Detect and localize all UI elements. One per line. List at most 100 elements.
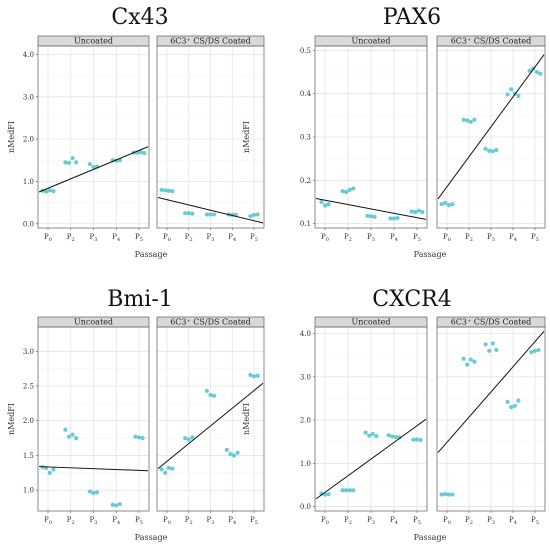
x-tick-label: P5 (413, 516, 421, 526)
data-point (142, 150, 147, 156)
x-tick-label: P0 (44, 516, 52, 526)
x-tick-label: P4 (228, 516, 236, 526)
data-point (114, 503, 119, 508)
x-tick-label: P0 (321, 516, 329, 526)
data-point (505, 399, 510, 404)
x-tick-label: P4 (390, 516, 398, 526)
data-point (461, 117, 466, 122)
data-point (391, 216, 397, 221)
y-tick-label: 3.0 (300, 373, 311, 381)
data-point (494, 347, 499, 353)
data-point (159, 467, 164, 472)
data-point (110, 502, 115, 507)
facet-panel: 6C3⁺ CS/DS Coated P0 P2 P3 P4 P5 (156, 316, 265, 526)
chart-title: PAX6 (383, 5, 441, 30)
y-tick-label: 2.0 (23, 417, 34, 425)
data-point (363, 430, 368, 435)
facet-panel: Uncoated P0 P2 P3 P4 P5 (37, 35, 150, 243)
data-point (70, 432, 75, 437)
data-point (505, 92, 510, 97)
data-point (487, 148, 492, 153)
regression-line (38, 146, 149, 193)
y-tick-label: 3.0 (23, 93, 34, 101)
y-tick-label: 0.2 (300, 177, 311, 185)
data-point (183, 435, 188, 441)
data-point (390, 434, 395, 439)
x-axis-label: Passage (135, 250, 168, 259)
facet-strip-label: Uncoated (351, 318, 390, 327)
data-point (74, 160, 79, 165)
data-point (166, 465, 171, 471)
data-point (63, 427, 68, 432)
data-point (166, 188, 171, 193)
data-point (413, 209, 418, 215)
data-point (365, 213, 370, 218)
data-point (344, 189, 349, 195)
x-axis-label: Passage (135, 533, 168, 542)
data-point (347, 488, 352, 493)
x-tick-label: P3 (487, 233, 495, 243)
y-axis-label: nMedFI (242, 121, 251, 153)
y-tick-label: 0.5 (300, 47, 311, 55)
x-axis-label: Passage (414, 250, 447, 259)
x-tick-label: P0 (163, 233, 171, 243)
data-point (170, 189, 175, 194)
chart-3: CXCR4 0.0 1.0 2.0 3.0 4.0 nMedFI Passage Uncoate… (242, 287, 546, 542)
facet-strip-label: 6C3⁺ CS/DS Coated (451, 37, 532, 46)
facet-panel: 6C3⁺ CS/DS Coated P0 P2 P3 P4 P5 (156, 35, 265, 243)
data-point (344, 488, 349, 493)
data-point (487, 348, 492, 353)
data-point (326, 202, 331, 207)
x-tick-label: P0 (44, 233, 52, 243)
data-point (136, 435, 142, 440)
y-tick-label: 0.1 (300, 220, 311, 228)
data-point (439, 202, 444, 207)
data-point (465, 118, 470, 123)
data-point (159, 187, 164, 193)
data-point (186, 437, 191, 442)
x-tick-label: P0 (443, 516, 451, 526)
y-tick-label: 1.5 (23, 452, 34, 460)
data-point (529, 350, 534, 355)
data-point (536, 347, 541, 353)
data-point (490, 149, 495, 154)
data-point (468, 357, 473, 362)
data-point (370, 431, 375, 437)
y-tick-label: 1.0 (23, 487, 34, 495)
data-point (340, 488, 345, 493)
data-point (138, 150, 143, 155)
data-point (163, 470, 168, 475)
facet-strip-label: Uncoated (351, 37, 390, 46)
data-point (47, 470, 52, 475)
data-point (443, 200, 448, 205)
data-point (87, 489, 92, 494)
data-point (483, 146, 488, 151)
x-tick-label: P0 (163, 516, 171, 526)
data-point (133, 434, 138, 439)
x-tick-label: P3 (90, 233, 98, 243)
y-tick-label: 2.5 (23, 383, 34, 391)
data-point (186, 211, 191, 216)
data-point (326, 492, 331, 497)
facet-panel: Uncoated P0 P2 P3 P4 P5 (314, 316, 428, 526)
y-axis-label: nMedFI (242, 403, 251, 435)
data-point (534, 69, 539, 75)
data-point (439, 492, 444, 497)
data-point (446, 492, 451, 497)
data-point (170, 466, 175, 471)
x-tick-label: P4 (228, 233, 236, 243)
data-point (416, 208, 421, 213)
data-point (418, 437, 423, 443)
chart-0: Cx43 0.0 1.0 2.0 3.0 4.0 nMedFI Passage Uncoated… (7, 5, 265, 259)
data-point (411, 437, 416, 442)
facet-strip-label: Uncoated (74, 37, 113, 46)
data-point (117, 501, 122, 507)
y-tick-label: 1.0 (300, 460, 311, 468)
facet-panel: Uncoated P0 P2 P3 P4 P5 (314, 35, 428, 243)
data-point (397, 435, 402, 440)
data-point (163, 188, 168, 193)
x-tick-label: P2 (465, 233, 473, 243)
chart-title: CXCR4 (372, 287, 452, 312)
